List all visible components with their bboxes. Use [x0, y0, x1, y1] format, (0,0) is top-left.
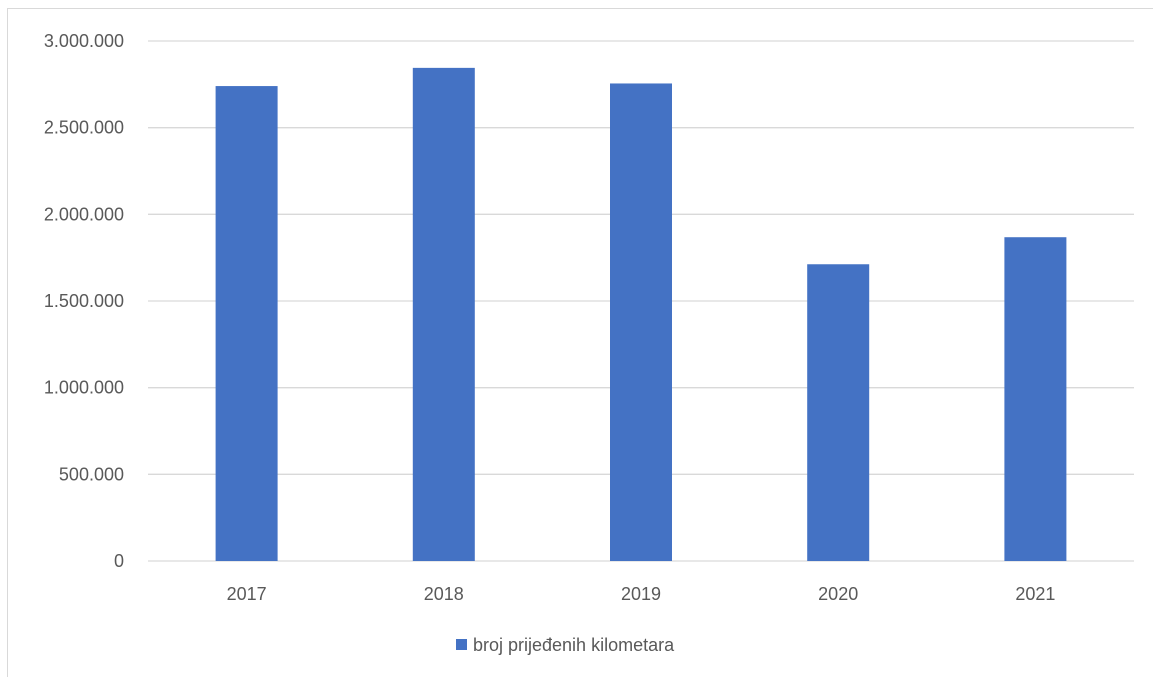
y-tick-label: 0	[114, 551, 124, 571]
x-tick-label: 2018	[424, 584, 464, 604]
legend-swatch	[456, 639, 467, 650]
bar-2020	[807, 264, 870, 561]
y-tick-label: 1.500.000	[44, 291, 124, 311]
x-tick-label: 2021	[1015, 584, 1055, 604]
legend: broj prijeđenih kilometara	[456, 635, 675, 655]
legend-label: broj prijeđenih kilometara	[473, 635, 675, 655]
y-axis-tick-labels: 0 500.000 1.000.000 1.500.000 2.000.000 2.500…	[44, 31, 124, 571]
y-tick-label: 500.000	[59, 464, 124, 484]
chart-frame	[7, 8, 1153, 677]
x-tick-label: 2020	[818, 584, 858, 604]
y-tick-label: 2.000.000	[44, 204, 124, 224]
y-tick-label: 3.000.000	[44, 31, 124, 51]
y-tick-label: 2.500.000	[44, 118, 124, 138]
y-tick-label: 1.000.000	[44, 378, 124, 398]
bars	[215, 67, 1067, 562]
x-tick-label: 2017	[227, 584, 267, 604]
bar-2019	[610, 83, 672, 561]
bar-2017	[215, 86, 278, 562]
x-axis-tick-labels: 2017 2018 2019 2020 2021	[227, 584, 1056, 604]
x-tick-label: 2019	[621, 584, 661, 604]
bar-2021	[1004, 237, 1067, 562]
bar-2018	[412, 67, 475, 561]
